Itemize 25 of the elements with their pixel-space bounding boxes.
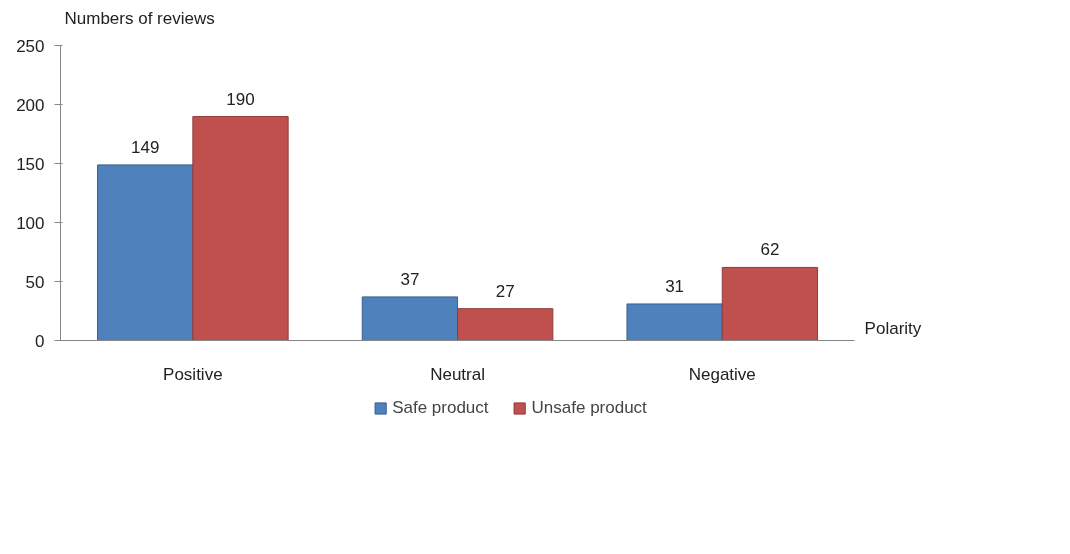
data-label: 31 [665,276,685,296]
legend-label: Unsafe product [531,398,647,418]
x-tick-label: Positive [163,364,223,384]
data-label: 62 [760,240,780,260]
data-label: 37 [400,269,420,289]
y-tick-label: 0 [35,331,45,351]
bar [457,308,554,341]
bar [626,303,723,341]
x-tick-label: Negative [688,364,756,384]
y-tick-label: 100 [16,213,45,233]
bar [192,116,289,341]
data-label: 149 [131,137,160,157]
y-axis-title: Numbers of reviews [64,8,215,28]
data-label: 27 [495,281,515,301]
x-axis-title: Polarity [864,318,922,338]
data-label: 190 [226,89,255,109]
bar [361,296,459,341]
bar [721,266,819,341]
y-tick-label: 50 [25,272,45,292]
y-tick-label: 250 [16,36,45,56]
y-tick-label: 150 [16,154,45,174]
y-tick-label: 200 [16,95,45,115]
legend-label: Safe product [392,398,489,418]
x-tick-label: Neutral [430,364,485,384]
bar [97,164,194,341]
